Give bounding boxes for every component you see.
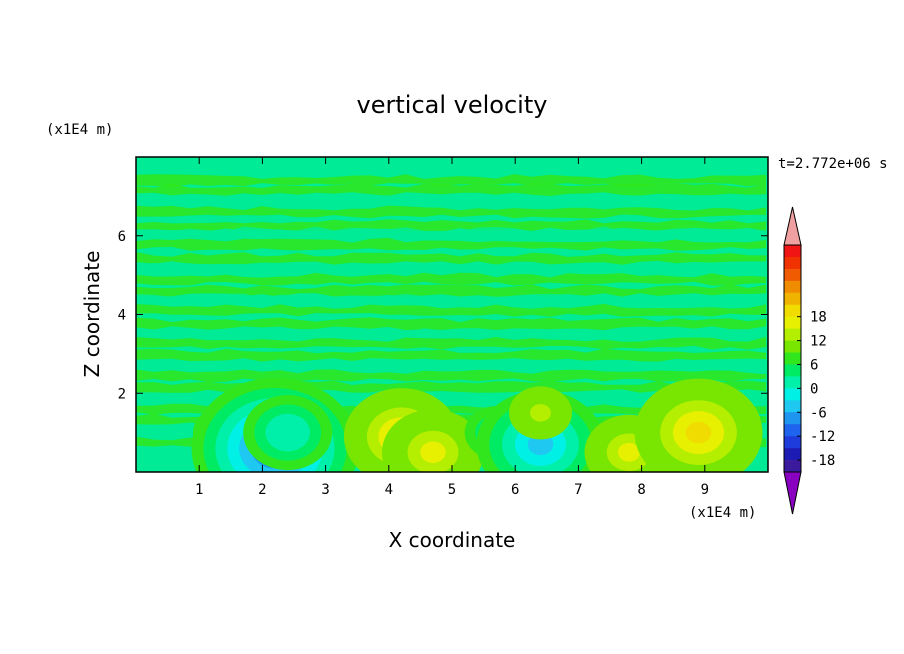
y-axis-label: Z coordinate [80,251,104,378]
field-band [136,194,766,208]
x-tick-label: 3 [321,482,329,498]
field-band [136,369,766,383]
x-axis-label: X coordinate [389,528,516,552]
colorbar: 18 12 6 0 -6 -12 -18 [783,206,835,515]
x-tick-label: 1 [195,482,203,498]
x-tick-label: 7 [574,482,582,498]
colorbar-swatch [784,245,801,258]
colorbar-swatch [784,376,801,389]
y-tick-label: 4 [118,308,126,324]
colorbar-tick-label: 6 [810,357,818,373]
colorbar-max-arrow [783,206,802,246]
updraft-cell [685,421,712,444]
field-band [136,284,766,298]
field-band [136,348,766,362]
contour-field [136,157,768,472]
colorbar-swatch [784,328,801,341]
field-band [136,328,766,341]
downdraft-cell [527,433,554,456]
x-tick-label: 9 [701,482,709,498]
field-band [136,252,766,265]
updraft-cell [420,441,446,464]
field-band [136,262,766,276]
x-tick-label: 6 [511,482,519,498]
field-band [136,183,766,196]
colorbar-swatch [784,424,801,437]
field-band [136,272,766,286]
colorbar-swatch [784,280,801,294]
field-band [136,303,766,317]
time-label: t=2.772e+06 s [778,156,888,172]
field-band [136,226,766,240]
colorbar-min-arrow [783,471,802,515]
field-band [136,293,766,307]
field-band [136,174,766,187]
updraft-cell [530,404,551,422]
x-unit-label: (x1E4 m) [689,505,756,521]
updraft-cell [617,442,641,462]
field-band [136,237,766,251]
colorbar-tick-label: -12 [810,429,835,445]
field-band [136,336,766,350]
colorbar-swatch [784,316,801,329]
colorbar-swatch [784,412,801,425]
colorbar-swatch [784,448,801,461]
x-tick-label: 2 [258,482,266,498]
y-tick-label: 6 [118,229,126,245]
colorbar-tick-label: 0 [810,381,818,397]
colorbar-tick-label: -6 [810,405,827,421]
x-tick-label: 5 [448,482,456,498]
colorbar-swatch [784,256,801,270]
colorbar-frame [783,244,802,473]
colorbar-swatch [784,436,801,449]
x-tick-label: 8 [637,482,645,498]
field-band [136,360,766,374]
field-band [136,162,766,175]
y-tick-label: 2 [118,386,126,402]
colorbar-swatch [784,292,801,306]
colorbar-swatch [784,352,801,365]
colorbar-swatch [784,388,801,401]
field-band [136,317,766,331]
colorbar-swatch [784,304,801,317]
field-band [136,205,766,219]
x-tick-label: 4 [385,482,393,498]
colorbar-swatch [784,400,801,413]
colorbar-swatch [784,268,801,282]
colorbar-swatch [784,340,801,353]
colorbar-swatch [784,460,801,473]
colorbar-tick-label: 18 [810,310,827,326]
chart-title: vertical velocity [357,91,548,119]
downdraft-cell [276,423,299,442]
colorbar-swatch [784,364,801,377]
colorbar-tick-label: 12 [810,334,827,350]
y-unit-label: (x1E4 m) [46,122,113,138]
colorbar-tick-label: -18 [810,453,835,469]
